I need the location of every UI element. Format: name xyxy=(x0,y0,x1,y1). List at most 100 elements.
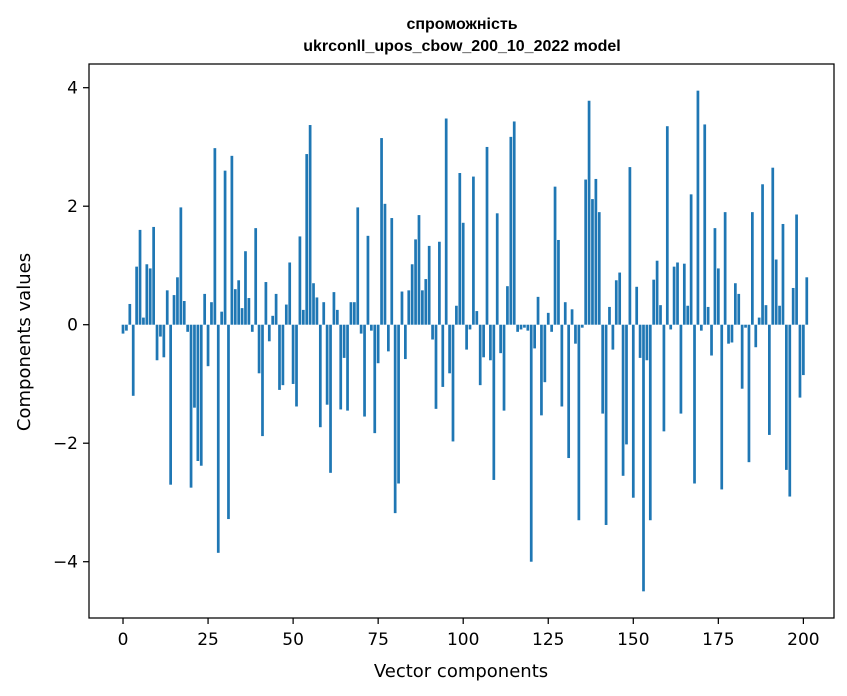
bar-201 xyxy=(805,277,809,325)
chart-subtitle: ukrconll_upos_cbow_200_10_2022 model xyxy=(303,38,620,55)
bar-26 xyxy=(210,302,213,325)
bar-19 xyxy=(186,324,190,332)
x-tick-label: 200 xyxy=(787,630,819,650)
bar-1 xyxy=(125,324,128,331)
x-tick-label: 0 xyxy=(118,630,129,650)
bar-191 xyxy=(771,167,775,325)
bar-145 xyxy=(614,280,618,325)
bar-92 xyxy=(434,324,438,409)
bar-119 xyxy=(526,324,530,331)
x-tick-label: 50 xyxy=(282,630,304,650)
bar-170 xyxy=(699,324,703,331)
bar-27 xyxy=(213,148,217,325)
bar-189 xyxy=(764,305,768,325)
bar-60 xyxy=(325,324,329,405)
x-tick-label: 100 xyxy=(447,630,479,650)
bar-52 xyxy=(298,236,302,325)
bar-149 xyxy=(628,167,632,325)
bar-101 xyxy=(465,324,468,350)
bar-10 xyxy=(155,324,159,361)
bar-192 xyxy=(774,259,778,325)
bar-159 xyxy=(662,324,666,432)
bar-46 xyxy=(278,324,281,390)
bar-69 xyxy=(356,207,360,325)
bar-180 xyxy=(733,283,737,325)
bar-47 xyxy=(281,324,285,386)
bar-184 xyxy=(747,324,751,463)
bar-176 xyxy=(720,324,724,490)
bar-131 xyxy=(567,324,571,459)
bar-31 xyxy=(227,324,230,520)
bar-106 xyxy=(482,324,485,358)
bar-110 xyxy=(495,213,499,325)
bar-179 xyxy=(730,324,734,343)
bar-16 xyxy=(176,277,179,325)
plot-frame xyxy=(88,63,835,619)
bar-23 xyxy=(199,324,203,466)
bar-76 xyxy=(380,138,383,325)
bar-120 xyxy=(529,324,533,562)
bar-61 xyxy=(329,324,332,473)
bar-95 xyxy=(444,118,448,325)
bar-137 xyxy=(587,100,591,325)
bar-7 xyxy=(145,264,149,325)
bar-93 xyxy=(438,241,441,325)
bar-5 xyxy=(138,229,142,325)
bar-25 xyxy=(206,324,210,367)
bar-150 xyxy=(631,324,635,498)
bar-72 xyxy=(366,235,370,325)
bar-154 xyxy=(645,324,649,361)
bar-177 xyxy=(723,212,727,325)
bar-139 xyxy=(594,178,598,325)
bar-40 xyxy=(257,324,261,374)
bar-153 xyxy=(642,324,645,592)
bar-13 xyxy=(165,290,169,325)
bar-55 xyxy=(308,125,312,325)
bar-63 xyxy=(335,309,339,325)
bar-126 xyxy=(550,324,554,332)
bar-0 xyxy=(121,324,125,334)
bar-165 xyxy=(682,263,686,325)
bar-30 xyxy=(223,170,227,325)
bar-87 xyxy=(417,215,421,325)
bar-160 xyxy=(665,126,669,325)
bar-80 xyxy=(393,324,397,514)
y-tick-label: 2 xyxy=(67,197,78,217)
bar-195 xyxy=(785,324,788,470)
bar-168 xyxy=(693,324,696,484)
bar-4 xyxy=(135,266,138,325)
bar-121 xyxy=(533,324,536,349)
bar-161 xyxy=(669,324,673,330)
bar-183 xyxy=(744,324,747,328)
bar-12 xyxy=(162,324,166,358)
bar-103 xyxy=(472,176,475,325)
y-axis-ticks: −4 −2 0 2 4 xyxy=(53,79,89,573)
x-tick-label: 75 xyxy=(367,630,389,650)
bar-118 xyxy=(523,324,526,328)
bar-169 xyxy=(696,90,700,325)
x-tick-label: 175 xyxy=(702,630,734,650)
bar-90 xyxy=(427,245,431,325)
bar-99 xyxy=(458,173,462,325)
bar-100 xyxy=(461,222,465,325)
bar-186 xyxy=(754,324,758,348)
bar-83 xyxy=(404,324,407,360)
bar-57 xyxy=(315,297,319,325)
bar-140 xyxy=(597,212,601,325)
bar-65 xyxy=(342,324,346,358)
bar-134 xyxy=(577,324,581,521)
bar-20 xyxy=(189,324,193,488)
bar-155 xyxy=(648,324,652,521)
bar-142 xyxy=(604,324,608,525)
bar-136 xyxy=(584,179,588,325)
bar-117 xyxy=(519,324,523,330)
bar-59 xyxy=(322,302,326,325)
bar-148 xyxy=(625,324,628,445)
bar-138 xyxy=(591,199,594,325)
bar-194 xyxy=(781,223,785,325)
bar-156 xyxy=(652,279,656,325)
bar-98 xyxy=(455,305,458,325)
bar-114 xyxy=(509,136,513,325)
bar-162 xyxy=(672,266,676,325)
x-tick-label: 25 xyxy=(197,630,219,650)
